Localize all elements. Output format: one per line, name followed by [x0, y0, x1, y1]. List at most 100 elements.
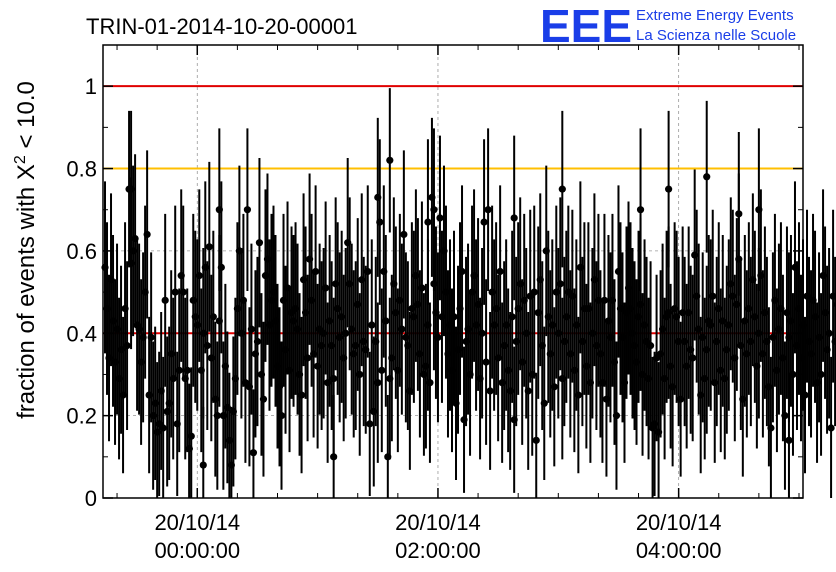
data-point: [817, 370, 825, 379]
data-point: [161, 296, 169, 304]
data-point: [636, 206, 645, 214]
chart-title: TRIN-01-2014-10-20-00001: [86, 14, 358, 39]
data-point: [185, 444, 193, 453]
data-point: [195, 272, 203, 280]
data-point: [175, 366, 183, 374]
y-tick-label: 0.6: [66, 239, 97, 264]
data-point: [689, 354, 697, 362]
y-axis-label-symbol: X: [13, 164, 40, 180]
data-point: [277, 412, 286, 420]
data-point: [646, 342, 655, 350]
data-point: [159, 424, 167, 432]
plot-frame: [102, 44, 804, 499]
y-axis-label-suffix: < 10.0: [13, 81, 40, 155]
data-point: [127, 185, 135, 193]
data-point: [303, 354, 312, 362]
x-tick-time: 00:00:00: [154, 538, 240, 563]
data-point: [356, 370, 364, 379]
data-point: [123, 342, 131, 350]
data-series: [101, 88, 836, 498]
data-point: [374, 379, 382, 387]
data-point: [478, 329, 486, 337]
data-point: [789, 370, 797, 379]
data-point: [735, 210, 743, 218]
x-tick-time: 02:00:00: [395, 538, 481, 563]
data-point: [530, 288, 538, 296]
data-point: [259, 395, 268, 403]
axes: 0 0.2 0.4 0.6 0.8 1 20/10/14 00:00:00 20/10/14 02…: [66, 44, 803, 563]
data-point: [255, 239, 264, 247]
data-point: [209, 313, 217, 321]
data-point: [785, 436, 793, 444]
data-point: [574, 391, 582, 399]
data-point: [496, 267, 504, 276]
data-point: [508, 313, 516, 321]
data-point: [400, 230, 408, 239]
data-point: [480, 218, 488, 226]
data-point: [243, 206, 252, 214]
data-point: [424, 218, 432, 226]
data-point: [436, 214, 444, 222]
y-axis-label: fraction of events with X2 < 10.0: [12, 81, 40, 419]
data-point: [213, 412, 221, 420]
data-point: [322, 284, 330, 292]
data-point: [600, 296, 609, 304]
data-point: [205, 243, 213, 251]
data-point: [558, 185, 566, 193]
data-point: [330, 453, 338, 461]
y-tick-label: 1: [85, 74, 97, 99]
data-point: [398, 325, 406, 333]
data-point: [524, 387, 532, 395]
y-tick-label: 0.2: [66, 404, 97, 429]
data-point: [342, 329, 350, 337]
data-point: [366, 420, 374, 428]
data-point: [426, 379, 434, 387]
x-tick-date: 20/10/14: [395, 510, 481, 535]
data-point: [781, 412, 789, 420]
data-point: [540, 399, 548, 407]
data-point: [703, 173, 711, 181]
x-tick-time: 04:00:00: [636, 538, 722, 563]
data-point: [249, 449, 258, 457]
data-point: [247, 325, 256, 333]
x-tick-date: 20/10/14: [154, 510, 240, 535]
y-tick-label: 0.8: [66, 157, 97, 182]
data-point: [147, 333, 155, 341]
data-point: [386, 156, 394, 164]
data-point: [183, 366, 191, 374]
data-point: [179, 288, 187, 296]
data-point: [368, 321, 376, 329]
data-point: [510, 214, 518, 222]
data-point: [239, 296, 248, 304]
data-point: [484, 206, 492, 214]
data-point: [767, 424, 775, 432]
data-point: [203, 342, 211, 350]
data-point: [755, 206, 763, 214]
data-point: [532, 436, 540, 444]
data-point: [297, 391, 306, 399]
data-point: [434, 333, 442, 341]
data-point: [374, 193, 382, 201]
y-axis-label-exponent: 2: [12, 155, 29, 164]
data-point: [378, 366, 386, 374]
data-point: [382, 317, 390, 325]
logo-line-1: Extreme Energy Events: [636, 7, 794, 24]
y-tick-label: 0: [85, 486, 97, 511]
data-point: [612, 412, 621, 420]
data-point: [665, 185, 673, 193]
data-point: [215, 206, 223, 214]
logo-mark: EEE: [540, 0, 632, 52]
data-point: [450, 313, 458, 321]
data-point: [330, 374, 338, 383]
y-tick-label: 0.4: [66, 321, 97, 346]
data-point: [364, 267, 372, 276]
data-point: [709, 292, 717, 300]
data-point: [825, 329, 833, 337]
data-point: [550, 383, 558, 391]
y-axis-label-prefix: fraction of events with: [13, 180, 40, 419]
data-point: [556, 280, 564, 288]
data-point: [171, 288, 179, 296]
data-point: [143, 230, 151, 239]
x-tick-date: 20/10/14: [636, 510, 722, 535]
